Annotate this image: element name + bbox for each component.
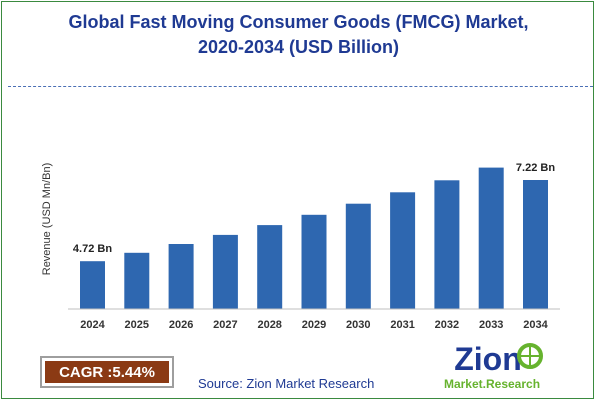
bar-2024 [80, 261, 105, 309]
bar-2033 [478, 167, 504, 309]
x-tick-2029: 2029 [302, 319, 326, 331]
bar-2034 [523, 180, 548, 309]
bar-2031 [390, 192, 416, 309]
cagr-label: CAGR : [59, 363, 113, 381]
title-line-2: 2020-2034 (USD Billion) [197, 37, 400, 57]
cagr-value: 5.44% [112, 363, 155, 381]
y-axis-label: Revenue (USD Mn/Bn) [41, 163, 53, 276]
x-tick-2033: 2033 [479, 319, 503, 331]
bar-2027 [212, 234, 238, 309]
source-note: Source: Zion Market Research [198, 376, 375, 391]
logo-word-zion: Zion [454, 341, 522, 377]
x-tick-2031: 2031 [390, 319, 414, 331]
data-label-2024: 4.72 Bn [73, 243, 112, 255]
x-tick-2032: 2032 [435, 319, 459, 331]
cagr-badge: CAGR : 5.44% [40, 356, 174, 388]
x-tick-2030: 2030 [346, 319, 370, 331]
bar-2032 [434, 180, 460, 309]
x-tick-2034: 2034 [523, 319, 548, 331]
bar-2025 [124, 252, 150, 309]
logo-word-market-research: Market.Research [444, 377, 540, 391]
x-tick-2025: 2025 [125, 319, 149, 331]
bar-2030 [345, 203, 371, 309]
title-divider [8, 86, 593, 87]
bar-2029 [301, 214, 327, 310]
zion-logo: Zion Market.Research [444, 341, 543, 391]
data-label-2034: 7.22 Bn [516, 162, 555, 174]
x-tick-2024: 2024 [80, 319, 105, 331]
x-tick-2026: 2026 [169, 319, 193, 331]
x-tick-2027: 2027 [213, 319, 237, 331]
bar-2028 [257, 225, 283, 309]
chart-title: Global Fast Moving Consumer Goods (FMCG)… [0, 10, 597, 60]
title-line-1: Global Fast Moving Consumer Goods (FMCG)… [68, 12, 529, 32]
x-tick-2028: 2028 [257, 319, 281, 331]
cagr-badge-inner: CAGR : 5.44% [45, 361, 169, 383]
bar-2026 [168, 244, 194, 309]
